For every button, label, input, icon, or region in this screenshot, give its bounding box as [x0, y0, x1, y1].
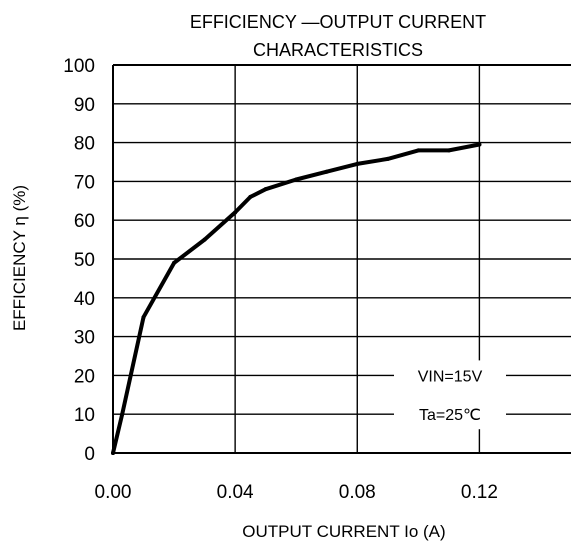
y-tick-label: 20	[74, 366, 95, 387]
data-point	[172, 260, 177, 265]
data-point	[141, 315, 146, 320]
data-point	[324, 169, 329, 174]
y-tick-label: 70	[74, 172, 95, 193]
plot-frame-group	[112, 64, 571, 454]
x-tick-label: 0.00	[95, 482, 132, 503]
data-point	[385, 156, 390, 161]
y-tick-label: 40	[74, 289, 95, 310]
data-point	[263, 187, 268, 192]
y-tick-label: 50	[74, 250, 95, 271]
data-point	[294, 177, 299, 182]
y-tick-label: 30	[74, 328, 95, 349]
x-tick-label: 0.04	[217, 482, 254, 503]
chart-title-line-2: CHARACTERISTICS	[253, 40, 423, 60]
x-axis-label: OUTPUT CURRENT Io (A)	[242, 522, 445, 541]
data-point	[120, 412, 125, 417]
y-tick-label: 80	[74, 134, 95, 155]
annotation-group: VIN=15V Ta=25℃	[394, 360, 506, 430]
data-point	[233, 210, 238, 215]
annotation-ta: Ta=25℃	[419, 407, 481, 424]
y-tick-label: 60	[74, 211, 95, 232]
y-tick-label: 10	[74, 405, 95, 426]
y-tick-label: 90	[74, 95, 95, 116]
x-tick-label: 0.12	[461, 482, 498, 503]
data-point	[446, 148, 451, 153]
data-point	[248, 194, 253, 199]
chart-title: EFFICIENCY —OUTPUT CURRENT CHARACTERISTI…	[190, 12, 486, 60]
tick-labels: 0 10 20 30 40 50 60 70 80 90 100 0.00 0.04 0.08 0.12	[63, 56, 498, 503]
data-point	[477, 142, 482, 147]
y-tick-label: 0	[84, 444, 95, 465]
series-group	[111, 142, 482, 455]
x-tick-label: 0.08	[339, 482, 376, 503]
y-axis-label: EFFICIENCY η (%)	[10, 185, 29, 331]
y-tick-label: 100	[63, 56, 95, 77]
data-point	[355, 161, 360, 166]
data-point	[111, 451, 115, 455]
data-point	[416, 148, 421, 153]
annotation-background	[394, 360, 506, 430]
chart-title-line-1: EFFICIENCY —OUTPUT CURRENT	[190, 12, 486, 32]
data-point	[202, 237, 207, 242]
annotation-vin: VIN=15V	[418, 368, 483, 385]
